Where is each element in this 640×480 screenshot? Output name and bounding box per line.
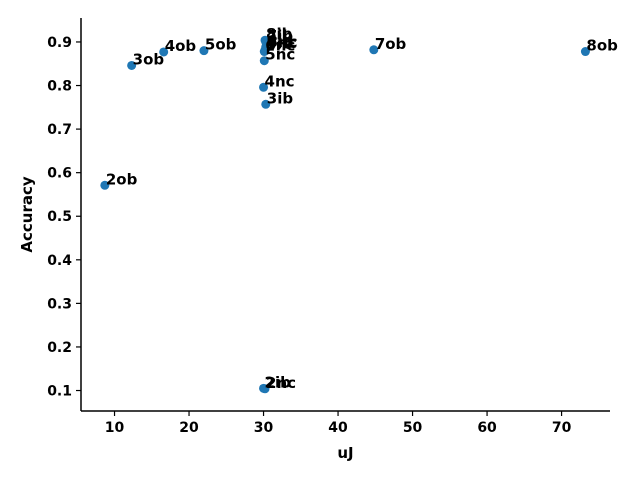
point-label-7nc: 7nc — [267, 34, 297, 52]
y-tick-label: 0.8 — [47, 79, 72, 95]
x-tick-label: 40 — [328, 420, 348, 436]
point-label-3ob: 3ob — [133, 50, 165, 68]
point-label-5ib: 5ib — [266, 35, 293, 53]
data-point-8ob — [580, 47, 590, 57]
y-tick-label: 0.6 — [47, 166, 72, 182]
point-label-7ib: 7ib — [267, 27, 294, 45]
y-tick-label: 0.4 — [47, 253, 72, 269]
point-label-2ob: 2ob — [106, 170, 138, 188]
point-label-6nc: 6nc — [265, 37, 295, 55]
x-tick-label: 60 — [477, 420, 497, 436]
axis-ticks: 10 20 30 40 50 60 70 0.1 0.2 0.3 0.4 0.5 0.6 0.7 0.8 0.… — [47, 35, 571, 436]
point-label-5ob: 5ob — [205, 36, 237, 54]
point-label-3ib: 3ib — [267, 89, 294, 107]
point-label-8ob: 8ob — [586, 37, 618, 55]
data-point-3ib — [261, 99, 271, 109]
x-tick-label: 10 — [105, 420, 125, 436]
y-tick-label: 0.1 — [47, 384, 72, 400]
data-point-6nc — [259, 47, 269, 57]
y-tick-label: 0.2 — [47, 340, 72, 356]
data-point-2ob — [100, 180, 110, 190]
data-point-2nc — [260, 384, 270, 394]
point-label-8ib: 8ib — [266, 25, 293, 43]
point-label-7ob: 7ob — [375, 35, 407, 53]
point-label-4ob: 4ob — [165, 37, 197, 55]
y-tick-label: 0.3 — [47, 296, 72, 312]
y-tick-label: 0.7 — [47, 122, 72, 138]
data-points — [100, 35, 590, 394]
x-tick-label: 70 — [552, 420, 572, 436]
data-point-4ob — [159, 47, 169, 57]
data-point-3ob — [127, 60, 137, 70]
data-point-5nc — [259, 56, 269, 66]
y-tick-label: 0.9 — [47, 35, 72, 51]
data-point-5ob — [199, 46, 209, 56]
point-label-4nc: 4nc — [265, 72, 295, 90]
data-point-4nc — [259, 82, 269, 92]
point-label-6ib: 6ib — [267, 32, 294, 50]
x-tick-label: 30 — [254, 420, 274, 436]
data-point-7ob — [369, 45, 379, 55]
point-label-8nc: 8nc — [268, 33, 298, 51]
x-tick-label: 50 — [403, 420, 423, 436]
x-tick-label: 20 — [179, 420, 199, 436]
x-axis-title: uJ — [337, 444, 353, 462]
point-label-2ib: 2ib — [265, 373, 292, 391]
point-label-5nc: 5nc — [265, 46, 295, 64]
y-tick-label: 0.5 — [47, 209, 72, 225]
y-axis-title: Accuracy — [18, 176, 36, 252]
point-label-2nc: 2nc — [266, 374, 296, 392]
